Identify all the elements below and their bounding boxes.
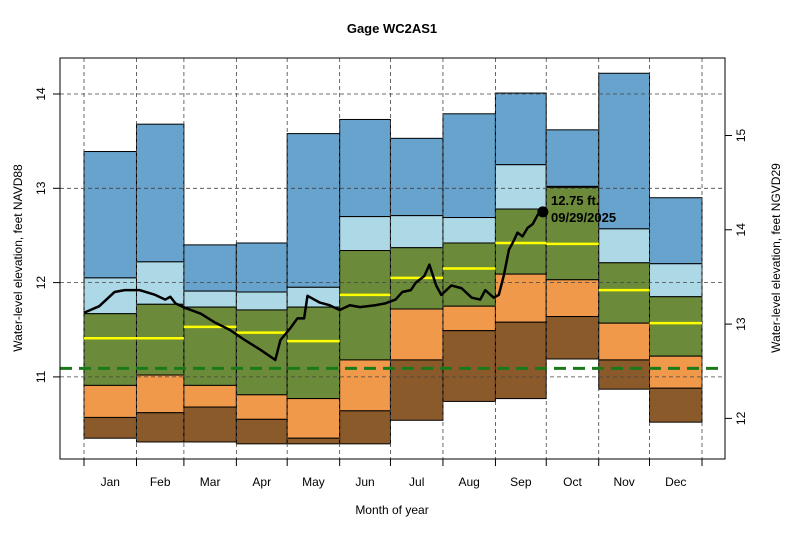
band-min-may: [286, 437, 341, 445]
percentile-bands: [83, 72, 703, 445]
band-max-apr: [235, 242, 288, 293]
band-max-jan: [83, 151, 137, 279]
y-tick-label-right: 12: [734, 411, 748, 425]
band-max-oct: [545, 129, 600, 187]
band-high-aug: [442, 217, 496, 244]
band-min-oct: [545, 316, 600, 360]
band-min-feb: [135, 412, 185, 443]
band-low-mar: [183, 384, 237, 408]
band-low-nov: [598, 322, 651, 361]
band-min-jan: [83, 416, 137, 439]
month-label-jul: Jul: [409, 475, 424, 489]
band-mid-feb: [135, 303, 185, 376]
band-min-apr: [235, 418, 288, 445]
band-low-jul: [389, 308, 444, 361]
band-high-may: [286, 286, 341, 308]
x-axis-label: Month of year: [355, 503, 428, 517]
y-tick-label-right: 15: [734, 128, 748, 142]
band-low-aug: [442, 305, 496, 332]
month-label-dec: Dec: [665, 475, 686, 489]
band-max-jun: [339, 118, 391, 218]
chart-title: Gage WC2AS1: [347, 21, 437, 36]
month-label-feb: Feb: [150, 475, 171, 489]
y-axis-label-right: Water-level elevation, feet NGVD29: [769, 163, 783, 353]
band-mid-dec: [649, 296, 703, 357]
band-max-mar: [183, 244, 237, 292]
month-label-jan: Jan: [101, 475, 120, 489]
band-high-jul: [389, 215, 444, 249]
month-label-may: May: [302, 475, 325, 489]
band-max-may: [286, 133, 341, 288]
band-max-dec: [649, 197, 703, 265]
band-low-may: [286, 398, 341, 439]
axes: Jan Feb Mar Apr May Jun Jul Aug Sep Oct Nov Dec 11 12…: [34, 57, 748, 489]
band-min-jul: [389, 359, 444, 421]
band-max-jul: [389, 137, 444, 217]
median-lines: [84, 241, 702, 343]
plot-frame: [59, 57, 726, 460]
band-min-jun: [339, 410, 391, 445]
band-high-nov: [598, 228, 651, 264]
y-tick-label-right: 14: [734, 223, 748, 237]
band-max-feb: [135, 123, 185, 263]
month-label-oct: Oct: [563, 475, 582, 489]
band-max-aug: [442, 113, 496, 219]
y-tick-label-right: 13: [734, 317, 748, 331]
band-mid-sep: [494, 208, 547, 275]
band-high-jun: [339, 216, 391, 252]
water-level-line: [83, 210, 544, 362]
band-min-mar: [183, 406, 237, 443]
band-max-nov: [598, 72, 651, 230]
current-date-label: 09/29/2025: [551, 210, 616, 225]
band-low-apr: [235, 394, 288, 420]
band-mid-apr: [235, 309, 288, 396]
band-min-sep: [494, 321, 547, 400]
band-high-sep: [494, 164, 547, 210]
month-label-sep: Sep: [510, 475, 532, 489]
band-min-nov: [598, 359, 651, 390]
band-mid-nov: [598, 262, 651, 324]
y-tick-label-left: 14: [34, 87, 48, 101]
y-tick-label-left: 11: [34, 370, 48, 383]
band-mid-jan: [83, 313, 137, 386]
band-min-aug: [442, 330, 496, 402]
month-label-jun: Jun: [355, 475, 374, 489]
band-low-oct: [545, 279, 600, 318]
band-high-apr: [235, 291, 288, 311]
y-tick-label-left: 12: [34, 276, 48, 290]
band-max-sep: [494, 92, 547, 166]
current-value-label: 12.75 ft.: [551, 193, 599, 208]
band-min-dec: [649, 387, 703, 423]
month-label-mar: Mar: [200, 475, 221, 489]
band-low-jan: [83, 384, 137, 418]
band-high-mar: [183, 290, 237, 308]
band-high-dec: [649, 263, 703, 298]
band-low-feb: [135, 374, 185, 414]
current-value-marker: [537, 206, 549, 218]
month-label-apr: Apr: [252, 475, 271, 489]
month-label-nov: Nov: [613, 475, 634, 489]
band-low-dec: [649, 355, 703, 389]
month-label-aug: Aug: [459, 475, 480, 489]
water-level-series: [83, 206, 549, 362]
grid-lines: [60, 58, 725, 459]
y-tick-label-left: 13: [34, 181, 48, 195]
y-axis-label-left: Water-level elevation, feet NAVD88: [11, 164, 25, 352]
